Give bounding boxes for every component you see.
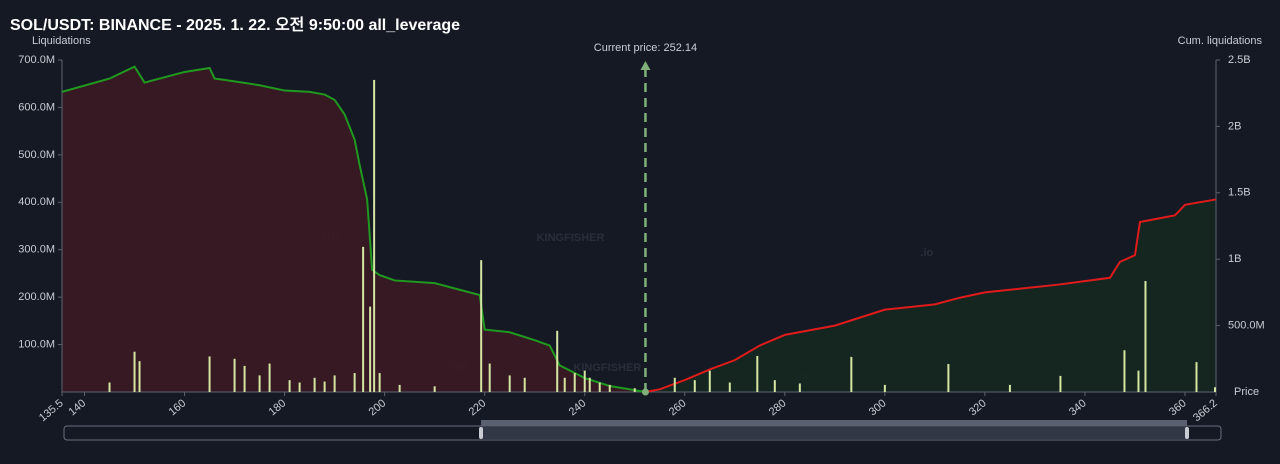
liquidation-bar xyxy=(883,384,886,392)
current-price-label: Current price: 252.14 xyxy=(594,42,697,54)
liquidation-bar xyxy=(362,246,365,392)
slider-range xyxy=(481,420,1187,427)
y2-tick-label: 500.0M xyxy=(1228,320,1265,332)
slider-handle[interactable] xyxy=(479,427,483,439)
liquidation-bar xyxy=(258,375,261,392)
liquidation-bar xyxy=(378,373,381,392)
liquidation-bar xyxy=(333,375,336,392)
y-tick-label: 400.0M xyxy=(18,196,55,208)
liquidation-bar xyxy=(298,382,301,392)
x-tick-label: 340 xyxy=(1067,397,1089,418)
liquidation-bar xyxy=(598,382,601,392)
liquidation-bar xyxy=(798,383,801,392)
liquidation-bar xyxy=(947,364,950,392)
x-tick-label: 160 xyxy=(167,397,189,418)
chart-title: SOL/USDT: BINANCE - 2025. 1. 22. 오전 9:50… xyxy=(10,16,460,34)
liquidation-bar xyxy=(523,377,526,392)
current-price-dot xyxy=(641,388,649,396)
liquidation-bar xyxy=(323,381,326,392)
liquidation-bar xyxy=(133,351,136,392)
liquidation-bar xyxy=(1195,362,1198,392)
liquidation-bar xyxy=(138,361,141,392)
liquidation-bar xyxy=(693,380,696,392)
liquidation-bar xyxy=(1213,387,1216,392)
liquidation-bar xyxy=(398,384,401,392)
liquidation-bar xyxy=(373,79,376,393)
x-tick-label: 300 xyxy=(867,397,889,418)
liquidation-bar xyxy=(556,330,559,392)
liquidation-bar xyxy=(353,373,356,392)
y2-tick-label: 1.5B xyxy=(1228,187,1251,199)
liquidation-bar xyxy=(268,363,271,392)
watermark-text: KINGFISHER xyxy=(573,362,641,374)
slider-handle[interactable] xyxy=(1185,427,1189,439)
watermark-text: KINGFISHER xyxy=(537,232,605,244)
y2-tick-label: 2B xyxy=(1228,120,1241,132)
liquidation-bar xyxy=(588,377,591,392)
liquidation-bar xyxy=(773,380,776,392)
liquidation-bar xyxy=(728,382,731,392)
y-tick-label: 600.0M xyxy=(18,101,55,113)
y-tick-label: 700.0M xyxy=(18,54,55,66)
y-tick-label: 100.0M xyxy=(18,338,55,350)
cumulative-line xyxy=(61,65,646,393)
liquidation-bar xyxy=(433,386,436,392)
liquidation-bar xyxy=(508,375,511,392)
liquidation-bar xyxy=(633,388,636,392)
liquidation-bar xyxy=(756,355,759,392)
cumulative-area xyxy=(645,199,1216,392)
y2-axis-label: Cum. liquidations xyxy=(1178,35,1263,47)
slider-window[interactable] xyxy=(481,426,1187,440)
liquidation-bar xyxy=(1123,350,1126,392)
x-tick-label: 200 xyxy=(367,397,389,418)
liquidation-bar xyxy=(1137,370,1140,392)
y2-tick-label: 2.5B xyxy=(1228,54,1251,66)
y-axis-label: Liquidations xyxy=(32,35,91,47)
y-tick-label: 200.0M xyxy=(18,291,55,303)
liquidation-bar xyxy=(108,382,111,392)
x-tick-label: 320 xyxy=(967,397,989,418)
y2-tick-label: 1B xyxy=(1228,253,1241,265)
cumulative-area xyxy=(62,66,646,392)
current-price-arrow xyxy=(640,61,651,70)
x-tick-label: 180 xyxy=(267,397,289,418)
liquidation-bar xyxy=(243,365,246,392)
liquidation-bar xyxy=(313,377,316,392)
x-axis-label: Price xyxy=(1234,386,1259,398)
x-tick-label: 360 xyxy=(1167,397,1189,418)
liquidation-bar xyxy=(1059,375,1062,392)
x-tick-label: 140 xyxy=(67,397,89,418)
liquidation-bar xyxy=(608,384,611,392)
liquidation-bar xyxy=(673,377,676,392)
y-tick-label: 300.0M xyxy=(18,244,55,256)
watermark-text: .io xyxy=(920,247,933,259)
liquidation-bar xyxy=(288,380,291,392)
x-tick-label: 135.5 xyxy=(37,397,66,424)
liquidation-bar xyxy=(480,260,483,392)
y-tick-label: 500.0M xyxy=(18,149,55,161)
liquidation-bar xyxy=(488,363,491,392)
x-tick-label: 260 xyxy=(667,397,689,418)
liquidation-bar xyxy=(573,373,576,392)
liquidation-bar xyxy=(369,306,372,392)
liquidation-bar xyxy=(850,356,853,392)
liquidation-bar xyxy=(583,370,586,392)
liquidation-bar xyxy=(1008,384,1011,392)
liquidation-bar xyxy=(233,358,236,392)
cumulative-line xyxy=(645,198,1217,393)
liquidation-bar xyxy=(1144,281,1147,392)
x-tick-label: 280 xyxy=(767,397,789,418)
liquidation-bar xyxy=(563,377,566,392)
liquidation-bar xyxy=(208,356,211,392)
liquidation-bar xyxy=(708,370,711,392)
x-tick-label: 240 xyxy=(567,397,589,418)
x-tick-label: 366.2 xyxy=(1191,397,1220,424)
x-tick-label: 220 xyxy=(467,397,489,418)
zoom-slider[interactable] xyxy=(63,420,1222,441)
